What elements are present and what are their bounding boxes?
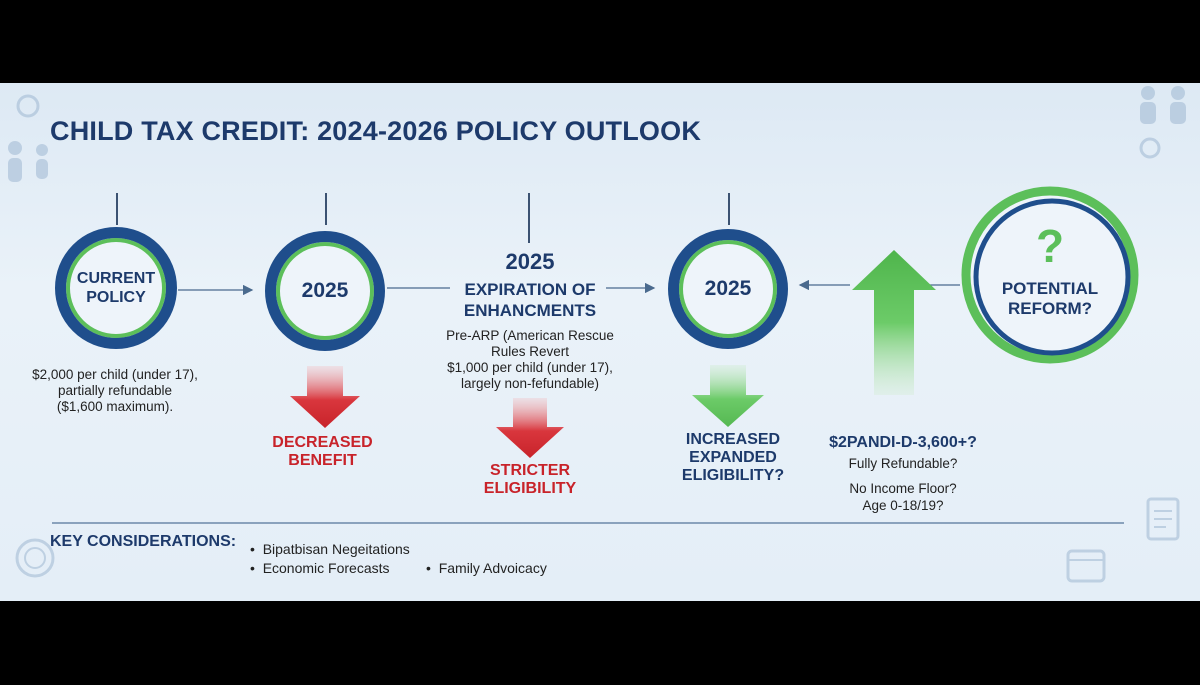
outcome-line: INCREASED [685,431,781,448]
detail-line: No Income Floor? [849,481,957,496]
current-policy-desc: $2,000 per child (under 17), partially r… [20,367,210,415]
reform-details: Fully Refundable? No Income Floor? Age 0… [808,455,998,514]
outcome-line: EXPANDED [689,449,777,466]
outcome-line: DECREASED [272,434,373,451]
desc-line: Pre-ARP (American Rescue [446,328,614,343]
connector-arrows [178,279,960,296]
consideration-text: Economic Forecasts [262,560,390,576]
desc-line: largely non-fefundable) [460,376,600,391]
potential-reform-label: POTENTIAL REFORM? [1001,279,1099,318]
expiration-heading: EXPIRATION OF ENHANCMENTS [440,279,620,321]
desc-line: partially refundable [57,383,173,398]
key-considerations-heading: KEY CONSIDERATIONS: [50,533,237,550]
reform-ring [961,186,1139,364]
expiration-desc: Pre-ARP (American Rescue Rules Revert $1… [430,328,630,392]
circle-label: 2025 [301,279,349,302]
stricter-eligibility-label: STRICTER ELIGIBILITY [460,462,600,498]
heading-line: EXPIRATION OF [464,280,596,299]
timeline-tick [528,193,530,243]
divider [52,522,1124,524]
detail-line: Age 0-18/19? [862,498,944,513]
infographic-panel: CHILD TAX CREDIT: 2024-2026 POLICY OUTLO… [0,83,1200,601]
consideration-text: Bipatbisan Negeitations [262,541,410,557]
family-icon [8,94,48,182]
red-down-arrow [290,366,360,428]
desc-line: $2,000 per child (under 17), [32,367,198,382]
green-up-arrow [852,250,936,395]
circle-label: 2025 [704,277,752,300]
expiration-year: 2025 [505,249,555,274]
outcome-line: ELIGIBILITY? [681,467,785,484]
circle-label: CURRENT POLICY [76,270,156,306]
consideration-item: • Bipatbisan Negeitations [250,541,410,557]
decreased-benefit-label: DECREASED BENEFIT [255,434,390,470]
bullet: • [250,541,255,557]
year-2025-circle-2: 2025 [668,229,788,349]
bullet: • [250,560,255,576]
year-2025-circle: 2025 [265,231,385,351]
page-title: CHILD TAX CREDIT: 2024-2026 POLICY OUTLO… [50,116,702,146]
desc-line: Rules Revert [490,344,570,359]
consideration-text: Family Advoicacy [438,560,547,576]
calendar-icon [1066,549,1106,583]
consideration-item: • Family Advoicacy [426,560,547,576]
increased-eligibility-label: INCREASED EXPANDED ELIGIBILITY? [668,431,798,485]
family-icon [1139,86,1186,159]
green-down-arrow [692,365,764,427]
outcome-line: BENEFIT [288,452,357,469]
red-down-arrow [496,398,564,458]
reform-amount: $2PANDI-D-3,600+? [829,434,977,451]
timeline-tick [728,193,730,225]
timeline-tick [116,193,118,225]
heading-line: ENHANCMENTS [463,301,597,320]
timeline-tick [325,193,327,225]
bullet: • [426,560,431,576]
document-icon [1146,497,1180,541]
current-policy-circle: CURRENT POLICY [55,227,177,349]
desc-line: $1,000 per child (under 17), [447,360,613,375]
outcome-line: ELIGIBILITY [483,480,577,497]
question-mark-icon: ? [1035,220,1065,272]
consideration-item: • Economic Forecasts [250,560,390,576]
outcome-line: STRICTER [490,462,570,479]
coin-icon [15,538,55,578]
detail-line: Fully Refundable? [848,456,958,471]
desc-line: ($1,600 maximum). [56,399,174,414]
